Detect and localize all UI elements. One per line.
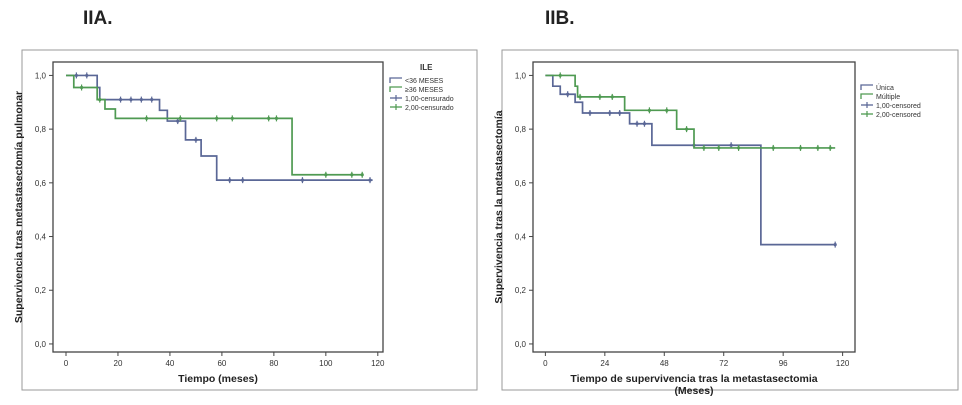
iia-ytick-label: 1,0 bbox=[35, 71, 47, 80]
iib-xtick-label: 0 bbox=[543, 359, 548, 368]
iib-series-1-censor-point bbox=[642, 122, 647, 126]
iia-xtick-label: 60 bbox=[217, 359, 226, 368]
iia-xtick-label: 100 bbox=[319, 359, 333, 368]
iia-series-2-censor-point bbox=[98, 97, 102, 102]
iib-xtick-label: 24 bbox=[600, 359, 609, 368]
iia-series-2-censor-point bbox=[324, 173, 328, 177]
iib-series-2-censor-point bbox=[558, 73, 562, 78]
iia-xtick-label: 40 bbox=[165, 359, 174, 368]
iib-legend-entry: Única bbox=[876, 83, 894, 92]
iib-series-2-line bbox=[545, 74, 836, 149]
iib-series-1-censor-point bbox=[833, 242, 837, 247]
iia-series-2-censor-point bbox=[178, 116, 182, 120]
iib-ytick-label: 1,0 bbox=[515, 71, 527, 80]
iia-series-2-censor-point bbox=[215, 116, 219, 120]
iia-plot-frame bbox=[52, 61, 384, 353]
iib-x-axis-label-line2: (Meses) bbox=[674, 385, 713, 397]
iia-ytick-label: 0,2 bbox=[35, 286, 47, 295]
iib-xtick-label: 48 bbox=[660, 359, 669, 368]
iib-ytick-label: 0,0 bbox=[515, 340, 527, 349]
iib-legend-swatch-line bbox=[860, 84, 873, 90]
iia-series-1-censor-point bbox=[241, 178, 245, 182]
iia-series-1-censor-point bbox=[176, 119, 180, 123]
iia-legend-title: ILE bbox=[420, 63, 433, 72]
iia-series-2-censor-point bbox=[350, 173, 354, 177]
iib-legend-entry: 1,00-censored bbox=[876, 103, 921, 110]
iia-series-1-censor-point bbox=[194, 138, 198, 142]
iia-legend-entry: 1,00-censurado bbox=[405, 96, 454, 103]
iib-legend-entry: Múltiple bbox=[876, 94, 900, 101]
iib-series-2-censor-point bbox=[816, 146, 820, 150]
iib-series-1-censor-point bbox=[566, 92, 570, 96]
iia-legend-entry: <36 MESES bbox=[405, 78, 444, 85]
iia-ytick-label: 0,6 bbox=[35, 179, 47, 188]
iib-legend-entry: 2,00-censored bbox=[876, 112, 921, 119]
iia-xtick-label: 20 bbox=[114, 359, 123, 368]
iia-series-1-censor-point bbox=[368, 178, 372, 182]
iib-series-1-censor-point bbox=[729, 143, 733, 147]
iia-xtick-label: 0 bbox=[64, 359, 69, 368]
iia-x-axis-label: Tiempo (meses) bbox=[178, 373, 258, 385]
panel-label-iia: IIA. bbox=[83, 8, 113, 29]
iib-xtick-label: 120 bbox=[836, 359, 850, 368]
iia-series-1-censor-point bbox=[300, 178, 305, 182]
iia-series-2-censor-point bbox=[144, 116, 149, 120]
iia-legend-swatch-line bbox=[389, 77, 402, 83]
iia-xtick-label: 120 bbox=[371, 359, 385, 368]
iia-series-1-censor-point bbox=[74, 73, 78, 78]
iib-series-2-censor-point bbox=[665, 108, 669, 112]
iia-series-1-censor-point bbox=[139, 97, 143, 102]
iia-series-1-censor-point bbox=[150, 97, 154, 102]
iib-xtick-label: 72 bbox=[719, 359, 728, 368]
iib-series-2-censor-point bbox=[717, 146, 721, 150]
iib-x-axis-label: Tiempo de supervivencia tras la metastas… bbox=[570, 373, 817, 385]
iib-xtick-label: 96 bbox=[779, 359, 788, 368]
iia-series-2-censor-point bbox=[360, 173, 364, 177]
panel-label-iib: IIB. bbox=[545, 8, 575, 29]
iib-series-2-censor-point bbox=[610, 95, 614, 99]
iia-y-axis-label: Supervivencia tras metastasectomía pulmo… bbox=[13, 91, 25, 323]
iia-series-2-censor-point bbox=[230, 116, 234, 120]
iia-series-1-censor-point bbox=[85, 73, 89, 78]
iib-series-1-censor-point bbox=[588, 111, 592, 115]
iia-ytick-label: 0,4 bbox=[35, 233, 47, 242]
iia-series-1-censor-point bbox=[228, 178, 232, 182]
iia-legend-entry: 2,00-censurado bbox=[405, 105, 454, 112]
iia-ytick-label: 0,0 bbox=[35, 340, 47, 349]
iib-ytick-label: 0,4 bbox=[515, 233, 527, 242]
iib-legend-swatch-line bbox=[860, 93, 873, 99]
iia-series-2-censor-point bbox=[79, 85, 84, 90]
iia-series-1-censor-point bbox=[129, 97, 133, 102]
iia-legend-entry: ≥36 MESES bbox=[405, 87, 443, 94]
iib-ytick-label: 0,6 bbox=[515, 179, 527, 188]
iib-series-1-censor-point bbox=[608, 111, 612, 115]
km-chart-iib: 0,0 0,2 0,4 0,6 0,8 1,0 0 24 48 72 96 120 Tiempo de … bbox=[493, 49, 959, 397]
iia-xtick-label: 80 bbox=[269, 359, 278, 368]
iib-series-2-censor-point bbox=[647, 108, 652, 112]
iib-series-2-censor-point bbox=[736, 146, 741, 150]
iib-series-2-censor-point bbox=[771, 146, 775, 150]
iib-series-1-censor-point bbox=[618, 111, 622, 115]
iib-series-2-censor-point bbox=[598, 95, 602, 99]
iib-ytick-label: 0,2 bbox=[515, 286, 527, 295]
iib-series-1-line bbox=[545, 74, 836, 246]
iib-series-2-censor-point bbox=[684, 127, 689, 131]
iib-series-2-censor-point bbox=[828, 146, 832, 150]
iib-series-1-censor-point bbox=[635, 122, 639, 126]
iia-legend-swatch-line bbox=[389, 86, 402, 92]
km-chart-iia: 0,0 0,2 0,4 0,6 0,8 1,0 0 20 40 60 80 100 120 Tiempo … bbox=[13, 49, 478, 391]
iia-series-2-line bbox=[65, 74, 363, 176]
iib-plot-frame bbox=[532, 61, 856, 353]
iib-series-2-censor-point bbox=[578, 95, 582, 99]
iib-series-2-censor-point bbox=[702, 146, 706, 150]
iia-series-1-line bbox=[65, 74, 373, 181]
iib-y-axis-label: Supervivencia tras la metastasectomía bbox=[493, 110, 505, 303]
iia-ytick-label: 0,8 bbox=[35, 125, 47, 134]
iia-series-2-censor-point bbox=[267, 116, 271, 120]
iib-series-2-censor-point bbox=[798, 146, 803, 150]
iib-ytick-label: 0,8 bbox=[515, 125, 527, 134]
iia-series-1-censor-point bbox=[118, 97, 123, 102]
iia-series-2-censor-point bbox=[274, 116, 279, 120]
